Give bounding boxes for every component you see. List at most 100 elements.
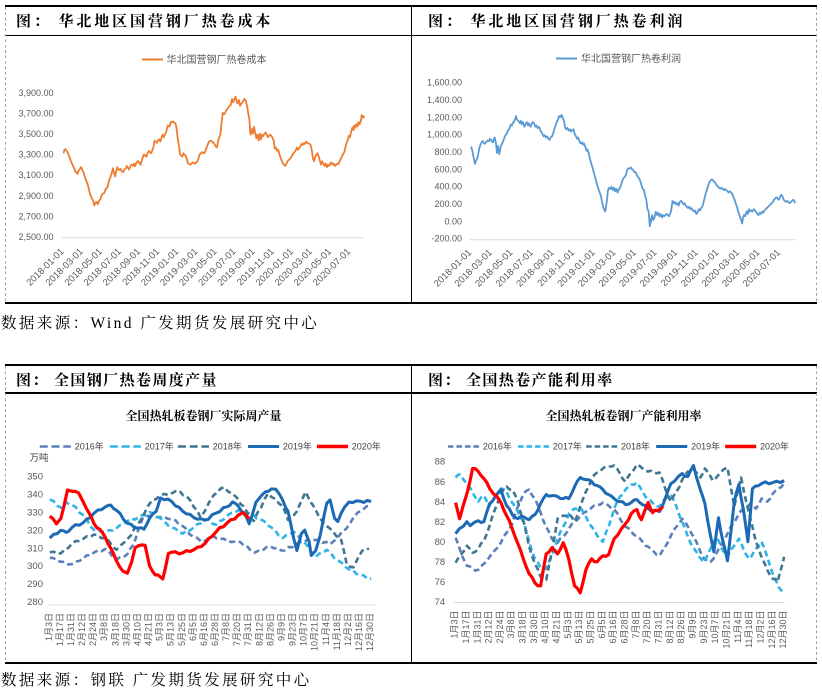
svg-text:华北国营钢厂热卷利润: 华北国营钢厂热卷利润 xyxy=(581,52,681,65)
svg-text:3月30日: 3月30日 xyxy=(529,611,539,644)
svg-text:78: 78 xyxy=(435,557,446,568)
svg-text:2月12日: 2月12日 xyxy=(484,611,494,644)
svg-text:4月10日: 4月10日 xyxy=(540,611,550,644)
svg-text:76: 76 xyxy=(435,577,446,588)
svg-text:1月31日: 1月31日 xyxy=(472,611,482,644)
svg-text:600.00: 600.00 xyxy=(434,164,462,174)
svg-text:7月31日: 7月31日 xyxy=(654,611,664,644)
svg-text:5月3日: 5月3日 xyxy=(155,613,165,641)
svg-text:2020年: 2020年 xyxy=(760,441,789,452)
svg-text:6月5日: 6月5日 xyxy=(188,613,198,641)
svg-text:2016年: 2016年 xyxy=(75,441,104,452)
svg-text:3,900.00: 3,900.00 xyxy=(18,88,53,98)
svg-text:84: 84 xyxy=(435,497,446,508)
svg-text:7月31日: 7月31日 xyxy=(243,613,253,646)
svg-text:2019年: 2019年 xyxy=(283,441,312,452)
svg-text:10月21日: 10月21日 xyxy=(722,611,732,649)
svg-text:2月12日: 2月12日 xyxy=(77,613,87,646)
svg-text:3月30日: 3月30日 xyxy=(121,613,131,646)
svg-text:74: 74 xyxy=(435,597,446,608)
svg-text:6月16日: 6月16日 xyxy=(199,613,209,646)
svg-text:3月18日: 3月18日 xyxy=(518,611,528,644)
svg-text:7月20日: 7月20日 xyxy=(232,613,242,646)
svg-text:4月10日: 4月10日 xyxy=(132,613,142,646)
svg-text:86: 86 xyxy=(435,477,446,488)
svg-text:华北国营钢厂热卷成本: 华北国营钢厂热卷成本 xyxy=(167,53,267,66)
svg-text:300: 300 xyxy=(27,561,43,572)
svg-text:8月12日: 8月12日 xyxy=(665,611,675,644)
svg-text:800.00: 800.00 xyxy=(434,147,462,157)
svg-text:4月21日: 4月21日 xyxy=(144,613,154,646)
svg-text:11月4日: 11月4日 xyxy=(733,611,743,643)
svg-text:82: 82 xyxy=(435,517,446,528)
svg-text:1月3日: 1月3日 xyxy=(44,613,54,641)
svg-text:290: 290 xyxy=(27,579,43,590)
svg-text:8月26日: 8月26日 xyxy=(676,611,686,644)
svg-text:2017年: 2017年 xyxy=(553,441,582,452)
svg-text:310: 310 xyxy=(27,543,43,554)
svg-text:12月30日: 12月30日 xyxy=(365,613,375,651)
svg-text:4月21日: 4月21日 xyxy=(552,611,562,644)
svg-text:全国热轧板卷钢厂产能利用率: 全国热轧板卷钢厂产能利用率 xyxy=(545,408,702,423)
svg-text:3,300.00: 3,300.00 xyxy=(18,150,53,160)
svg-text:11月18日: 11月18日 xyxy=(744,611,754,648)
svg-text:1月3日: 1月3日 xyxy=(450,611,460,639)
svg-text:2018年: 2018年 xyxy=(621,441,650,452)
svg-text:10月21日: 10月21日 xyxy=(310,613,320,651)
svg-text:2017年: 2017年 xyxy=(145,441,174,452)
svg-text:7月8日: 7月8日 xyxy=(631,611,641,639)
svg-text:5月25日: 5月25日 xyxy=(586,611,596,644)
svg-text:3月8日: 3月8日 xyxy=(99,613,109,641)
svg-text:340: 340 xyxy=(27,490,43,501)
svg-text:全国热轧板卷钢厂实际周产量: 全国热轧板卷钢厂实际周产量 xyxy=(125,408,281,423)
svg-text:11月18日: 11月18日 xyxy=(332,613,342,650)
svg-text:2020年: 2020年 xyxy=(352,441,381,452)
svg-text:0.00: 0.00 xyxy=(444,216,462,226)
svg-text:12月2日: 12月2日 xyxy=(756,611,766,644)
svg-text:-200.00: -200.00 xyxy=(431,234,462,244)
svg-text:2018年: 2018年 xyxy=(213,441,242,452)
svg-text:3,500.00: 3,500.00 xyxy=(18,129,53,139)
svg-text:6月28日: 6月28日 xyxy=(210,613,220,646)
svg-text:2月24日: 2月24日 xyxy=(495,611,505,644)
svg-text:1月17日: 1月17日 xyxy=(461,611,471,644)
svg-text:10月7日: 10月7日 xyxy=(710,611,720,644)
svg-text:350: 350 xyxy=(27,472,43,483)
svg-text:1月17日: 1月17日 xyxy=(55,613,65,646)
svg-text:12月16日: 12月16日 xyxy=(354,613,364,651)
svg-text:3月8日: 3月8日 xyxy=(506,611,516,639)
svg-text:1,200.00: 1,200.00 xyxy=(427,112,462,122)
svg-text:2,500.00: 2,500.00 xyxy=(18,232,53,242)
svg-text:280: 280 xyxy=(27,597,43,608)
svg-text:7月20日: 7月20日 xyxy=(642,611,652,644)
svg-text:1,400.00: 1,400.00 xyxy=(427,95,462,105)
svg-text:2019年: 2019年 xyxy=(691,441,720,452)
svg-text:9月23日: 9月23日 xyxy=(288,613,298,646)
svg-text:7月8日: 7月8日 xyxy=(221,613,231,641)
svg-text:10月7日: 10月7日 xyxy=(299,613,309,646)
svg-text:6月5日: 6月5日 xyxy=(597,611,607,639)
svg-text:6月16日: 6月16日 xyxy=(608,611,618,644)
svg-text:1月31日: 1月31日 xyxy=(66,613,76,646)
svg-text:12月16日: 12月16日 xyxy=(767,611,777,649)
svg-text:5月13日: 5月13日 xyxy=(166,613,176,646)
svg-text:3,100.00: 3,100.00 xyxy=(18,170,53,180)
svg-text:3,700.00: 3,700.00 xyxy=(18,108,53,118)
svg-text:12月30日: 12月30日 xyxy=(778,611,788,649)
svg-text:9月23日: 9月23日 xyxy=(699,611,709,644)
svg-text:400.00: 400.00 xyxy=(434,182,462,192)
svg-text:3月18日: 3月18日 xyxy=(110,613,120,646)
svg-text:12月2日: 12月2日 xyxy=(343,613,353,646)
svg-text:9月9日: 9月9日 xyxy=(277,613,287,641)
svg-text:1,600.00: 1,600.00 xyxy=(427,78,462,88)
svg-text:2,700.00: 2,700.00 xyxy=(18,211,53,221)
svg-text:11月4日: 11月4日 xyxy=(321,613,331,645)
svg-text:200.00: 200.00 xyxy=(434,199,462,209)
svg-text:320: 320 xyxy=(27,525,43,536)
svg-text:88: 88 xyxy=(435,457,446,468)
svg-text:8月26日: 8月26日 xyxy=(265,613,275,646)
svg-text:2,900.00: 2,900.00 xyxy=(18,191,53,201)
svg-text:6月28日: 6月28日 xyxy=(620,611,630,644)
svg-text:万吨: 万吨 xyxy=(30,452,50,464)
svg-text:2016年: 2016年 xyxy=(483,441,512,452)
